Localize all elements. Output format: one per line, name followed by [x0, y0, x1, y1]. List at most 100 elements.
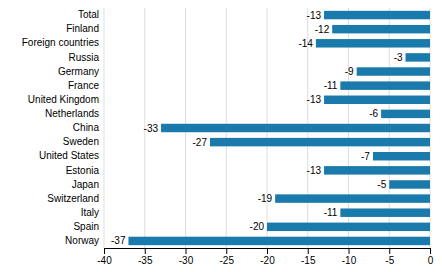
bars [128, 11, 430, 245]
x-tick-mark [145, 248, 146, 254]
y-tick-label: Estonia [66, 165, 100, 176]
grid [104, 8, 430, 248]
y-tick: Switzerland [47, 193, 99, 204]
bar [357, 67, 430, 75]
data-label: -13 [307, 165, 322, 176]
x-tick: -10 [342, 248, 357, 266]
y-tick: Russia [68, 52, 99, 63]
bar [381, 110, 430, 118]
data-label: -20 [250, 221, 265, 232]
data-label: -5 [377, 179, 386, 190]
data-label: -14 [298, 38, 313, 49]
bar [340, 81, 430, 89]
x-tick-mark [186, 248, 187, 254]
x-tick-label: -5 [385, 255, 394, 266]
bar [324, 166, 430, 174]
x-tick: -40 [97, 248, 112, 266]
bar [406, 53, 430, 61]
data-label: -19 [258, 193, 273, 204]
x-tick: -15 [301, 248, 316, 266]
x-tick-mark [226, 248, 227, 254]
bar [324, 96, 430, 104]
data-label: -13 [307, 10, 322, 21]
data-label: -37 [111, 235, 126, 246]
data-label: -7 [361, 151, 370, 162]
x-tick: -35 [138, 248, 153, 266]
y-tick-label: United Kingdom [28, 94, 99, 105]
y-tick-label: Spain [73, 221, 99, 232]
y-tick: Japan [72, 179, 99, 190]
x-tick: -20 [260, 248, 275, 266]
chart: -40 -35 -30 -25 -20 -15 -10 -5 0 Norway Spain Italy… [0, 0, 442, 272]
bar [340, 208, 430, 216]
x-tick-label: -30 [179, 255, 194, 266]
x-tick: -25 [220, 248, 235, 266]
y-tick: Norway [65, 235, 99, 246]
y-tick: United Kingdom [28, 94, 99, 105]
x-tick-mark [308, 248, 309, 254]
y-tick: Italy [81, 207, 99, 218]
bar [389, 180, 430, 188]
y-tick-label: Sweden [63, 136, 99, 147]
x-tick-label: 0 [428, 255, 434, 266]
data-label: -11 [324, 207, 338, 218]
bar [267, 223, 430, 231]
y-tick: France [68, 80, 100, 91]
x-tick-label: -35 [138, 255, 153, 266]
bar [373, 152, 430, 160]
y-tick: China [73, 122, 100, 133]
x-tick-mark [104, 248, 105, 254]
y-tick-label: Foreign countries [22, 37, 99, 48]
data-label: -11 [324, 80, 338, 91]
x-tick: -30 [179, 248, 194, 266]
y-tick-label: United States [39, 150, 99, 161]
x-tick-label: -40 [97, 255, 112, 266]
y-axis: Norway Spain Italy Switzerland Japan Estonia U… [22, 9, 100, 246]
y-tick: Foreign countries [22, 37, 99, 48]
y-tick-label: France [68, 80, 100, 91]
x-tick-label: -10 [342, 255, 357, 266]
y-tick-label: Total [78, 9, 99, 20]
data-label: -3 [394, 52, 403, 63]
data-label: -27 [192, 137, 207, 148]
bar [332, 25, 430, 33]
x-tick-label: -15 [301, 255, 316, 266]
x-tick: 0 [428, 248, 434, 266]
bar [210, 138, 430, 146]
y-tick-label: Switzerland [47, 193, 99, 204]
y-tick: Finland [66, 23, 99, 34]
y-tick: United States [39, 150, 99, 161]
x-tick: -5 [385, 248, 394, 266]
y-tick: Netherlands [45, 108, 99, 119]
x-axis: -40 -35 -30 -25 -20 -15 -10 -5 0 [97, 248, 433, 266]
y-tick-label: Italy [81, 207, 99, 218]
y-tick: Estonia [66, 165, 100, 176]
y-tick: Germany [58, 66, 99, 77]
x-axis-line [105, 249, 431, 255]
y-tick: Total [78, 9, 99, 20]
data-label: -6 [369, 108, 378, 119]
x-tick-label: -20 [260, 255, 275, 266]
bar [128, 237, 430, 245]
y-tick: Spain [73, 221, 99, 232]
data-label: -12 [315, 24, 330, 35]
data-label: -13 [307, 94, 322, 105]
y-tick-label: China [73, 122, 100, 133]
x-tick-label: -25 [220, 255, 235, 266]
y-tick-label: Finland [66, 23, 99, 34]
data-label: -9 [345, 66, 354, 77]
y-tick-label: Netherlands [45, 108, 99, 119]
data-labels: -37-20-11-19-5-13-7-27-33-6-13-11-9-3-14… [111, 10, 403, 247]
y-tick-label: Germany [58, 66, 99, 77]
y-tick-label: Norway [65, 235, 99, 246]
y-tick: Sweden [63, 136, 99, 147]
x-tick-mark [349, 248, 350, 254]
x-tick-mark [430, 248, 431, 254]
data-label: -33 [144, 123, 159, 134]
x-tick-mark [267, 248, 268, 254]
grid-line [104, 8, 105, 248]
bar [316, 39, 430, 47]
bar [161, 124, 430, 132]
y-tick-label: Japan [72, 179, 99, 190]
bar [275, 194, 430, 202]
